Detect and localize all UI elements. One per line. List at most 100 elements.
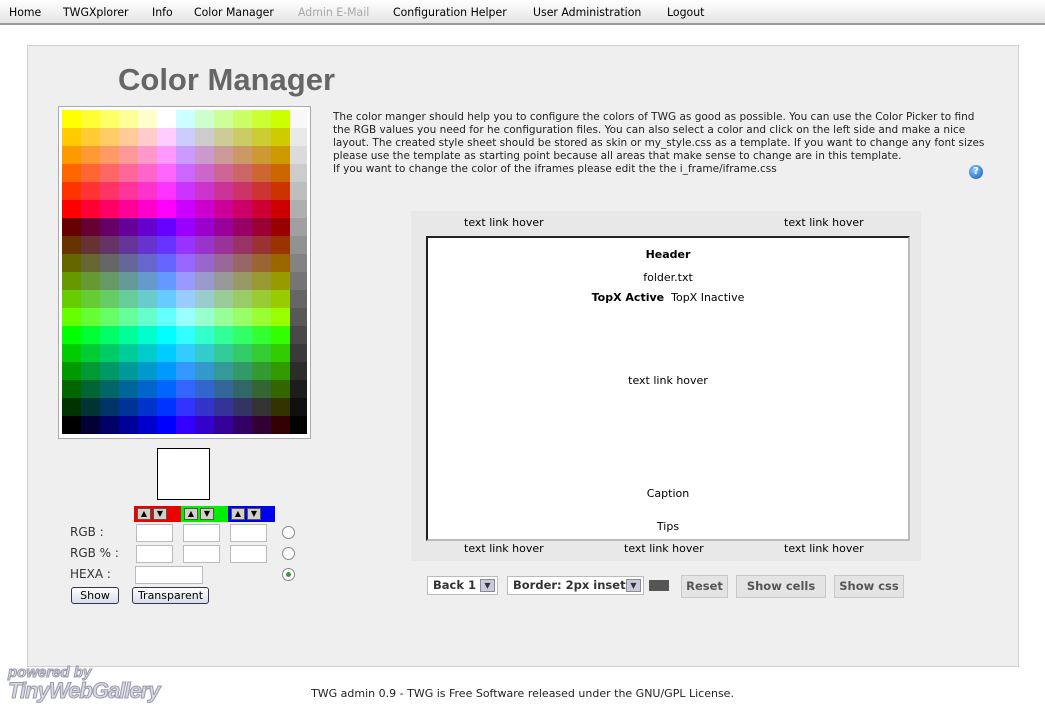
palette-cell[interactable] bbox=[252, 146, 271, 164]
palette-cell[interactable] bbox=[119, 254, 138, 272]
palette-cell[interactable] bbox=[271, 200, 290, 218]
palette-cell[interactable] bbox=[81, 200, 100, 218]
palette-cell[interactable] bbox=[138, 236, 157, 254]
palette-cell[interactable] bbox=[176, 110, 195, 128]
palette-cell[interactable] bbox=[62, 344, 81, 362]
show-cells-button[interactable]: Show cells bbox=[736, 575, 826, 598]
palette-cell[interactable] bbox=[271, 218, 290, 236]
palette-cell[interactable] bbox=[176, 326, 195, 344]
palette-cell[interactable] bbox=[157, 200, 176, 218]
palette-cell[interactable] bbox=[195, 416, 214, 434]
palette-cell[interactable] bbox=[176, 308, 195, 326]
palette-cell[interactable] bbox=[233, 380, 252, 398]
palette-cell[interactable] bbox=[214, 200, 233, 218]
nav-twgxplorer[interactable]: TWGXplorer bbox=[62, 4, 129, 19]
palette-cell[interactable] bbox=[119, 290, 138, 308]
palette-cell[interactable] bbox=[81, 110, 100, 128]
palette-cell[interactable] bbox=[119, 110, 138, 128]
palette-cell[interactable] bbox=[290, 146, 307, 164]
palette-cell[interactable] bbox=[62, 272, 81, 290]
preview-tips[interactable]: Tips bbox=[656, 520, 680, 533]
palette-cell[interactable] bbox=[252, 380, 271, 398]
red-down-icon[interactable]: ▼ bbox=[153, 508, 167, 520]
show-css-button[interactable]: Show css bbox=[834, 575, 904, 598]
palette-cell[interactable] bbox=[119, 344, 138, 362]
palette-cell[interactable] bbox=[271, 344, 290, 362]
nav-home[interactable]: Home bbox=[9, 4, 42, 19]
palette-cell[interactable] bbox=[271, 146, 290, 164]
rgb-r-input[interactable] bbox=[136, 524, 173, 542]
palette-cell[interactable] bbox=[176, 164, 195, 182]
palette-cell[interactable] bbox=[290, 218, 307, 236]
palette-cell[interactable] bbox=[252, 110, 271, 128]
palette-cell[interactable] bbox=[81, 182, 100, 200]
palette-cell[interactable] bbox=[271, 362, 290, 380]
palette-cell[interactable] bbox=[100, 128, 119, 146]
palette-cell[interactable] bbox=[138, 110, 157, 128]
palette-cell[interactable] bbox=[271, 290, 290, 308]
palette-cell[interactable] bbox=[138, 380, 157, 398]
transparent-button[interactable]: Transparent bbox=[132, 587, 209, 604]
palette-cell[interactable] bbox=[157, 344, 176, 362]
palette-cell[interactable] bbox=[290, 416, 307, 434]
palette-cell[interactable] bbox=[271, 110, 290, 128]
palette-cell[interactable] bbox=[271, 272, 290, 290]
palette-cell[interactable] bbox=[214, 308, 233, 326]
palette-cell[interactable] bbox=[195, 308, 214, 326]
palette-cell[interactable] bbox=[290, 200, 307, 218]
palette-cell[interactable] bbox=[252, 272, 271, 290]
palette-cell[interactable] bbox=[214, 128, 233, 146]
rgb-percent-b-input[interactable] bbox=[230, 545, 267, 563]
palette-grid[interactable] bbox=[62, 110, 307, 434]
palette-cell[interactable] bbox=[138, 326, 157, 344]
palette-cell[interactable] bbox=[62, 362, 81, 380]
palette-cell[interactable] bbox=[290, 326, 307, 344]
palette-cell[interactable] bbox=[100, 200, 119, 218]
palette-cell[interactable] bbox=[119, 236, 138, 254]
palette-cell[interactable] bbox=[157, 182, 176, 200]
hexa-radio[interactable] bbox=[282, 568, 295, 581]
palette-cell[interactable] bbox=[119, 146, 138, 164]
palette-cell[interactable] bbox=[290, 164, 307, 182]
palette-cell[interactable] bbox=[138, 182, 157, 200]
preview-bottom-link-right[interactable]: text link hover bbox=[784, 542, 864, 555]
palette-cell[interactable] bbox=[195, 272, 214, 290]
palette-cell[interactable] bbox=[157, 128, 176, 146]
palette-cell[interactable] bbox=[176, 146, 195, 164]
palette-cell[interactable] bbox=[157, 308, 176, 326]
palette-cell[interactable] bbox=[138, 398, 157, 416]
palette-cell[interactable] bbox=[233, 200, 252, 218]
palette-cell[interactable] bbox=[157, 236, 176, 254]
palette-cell[interactable] bbox=[233, 182, 252, 200]
palette-cell[interactable] bbox=[176, 272, 195, 290]
palette-cell[interactable] bbox=[252, 308, 271, 326]
rgb-g-input[interactable] bbox=[183, 524, 220, 542]
palette-cell[interactable] bbox=[62, 110, 81, 128]
palette-cell[interactable] bbox=[233, 326, 252, 344]
palette-cell[interactable] bbox=[157, 416, 176, 434]
palette-cell[interactable] bbox=[176, 236, 195, 254]
palette-cell[interactable] bbox=[62, 326, 81, 344]
palette-cell[interactable] bbox=[100, 344, 119, 362]
palette-cell[interactable] bbox=[195, 326, 214, 344]
palette-cell[interactable] bbox=[81, 344, 100, 362]
palette-cell[interactable] bbox=[138, 128, 157, 146]
palette-cell[interactable] bbox=[119, 272, 138, 290]
preview-middle-link[interactable]: text link hover bbox=[628, 374, 708, 387]
palette-cell[interactable] bbox=[119, 308, 138, 326]
palette-cell[interactable] bbox=[195, 200, 214, 218]
palette-cell[interactable] bbox=[157, 380, 176, 398]
palette-cell[interactable] bbox=[100, 164, 119, 182]
palette-cell[interactable] bbox=[195, 182, 214, 200]
palette-cell[interactable] bbox=[100, 236, 119, 254]
palette-cell[interactable] bbox=[176, 380, 195, 398]
palette-cell[interactable] bbox=[214, 416, 233, 434]
palette-cell[interactable] bbox=[138, 164, 157, 182]
palette-cell[interactable] bbox=[195, 164, 214, 182]
preview-caption[interactable]: Caption bbox=[646, 487, 690, 500]
palette-cell[interactable] bbox=[271, 128, 290, 146]
palette-cell[interactable] bbox=[62, 308, 81, 326]
reset-button[interactable]: Reset bbox=[681, 575, 728, 598]
palette-cell[interactable] bbox=[195, 290, 214, 308]
palette-cell[interactable] bbox=[100, 416, 119, 434]
